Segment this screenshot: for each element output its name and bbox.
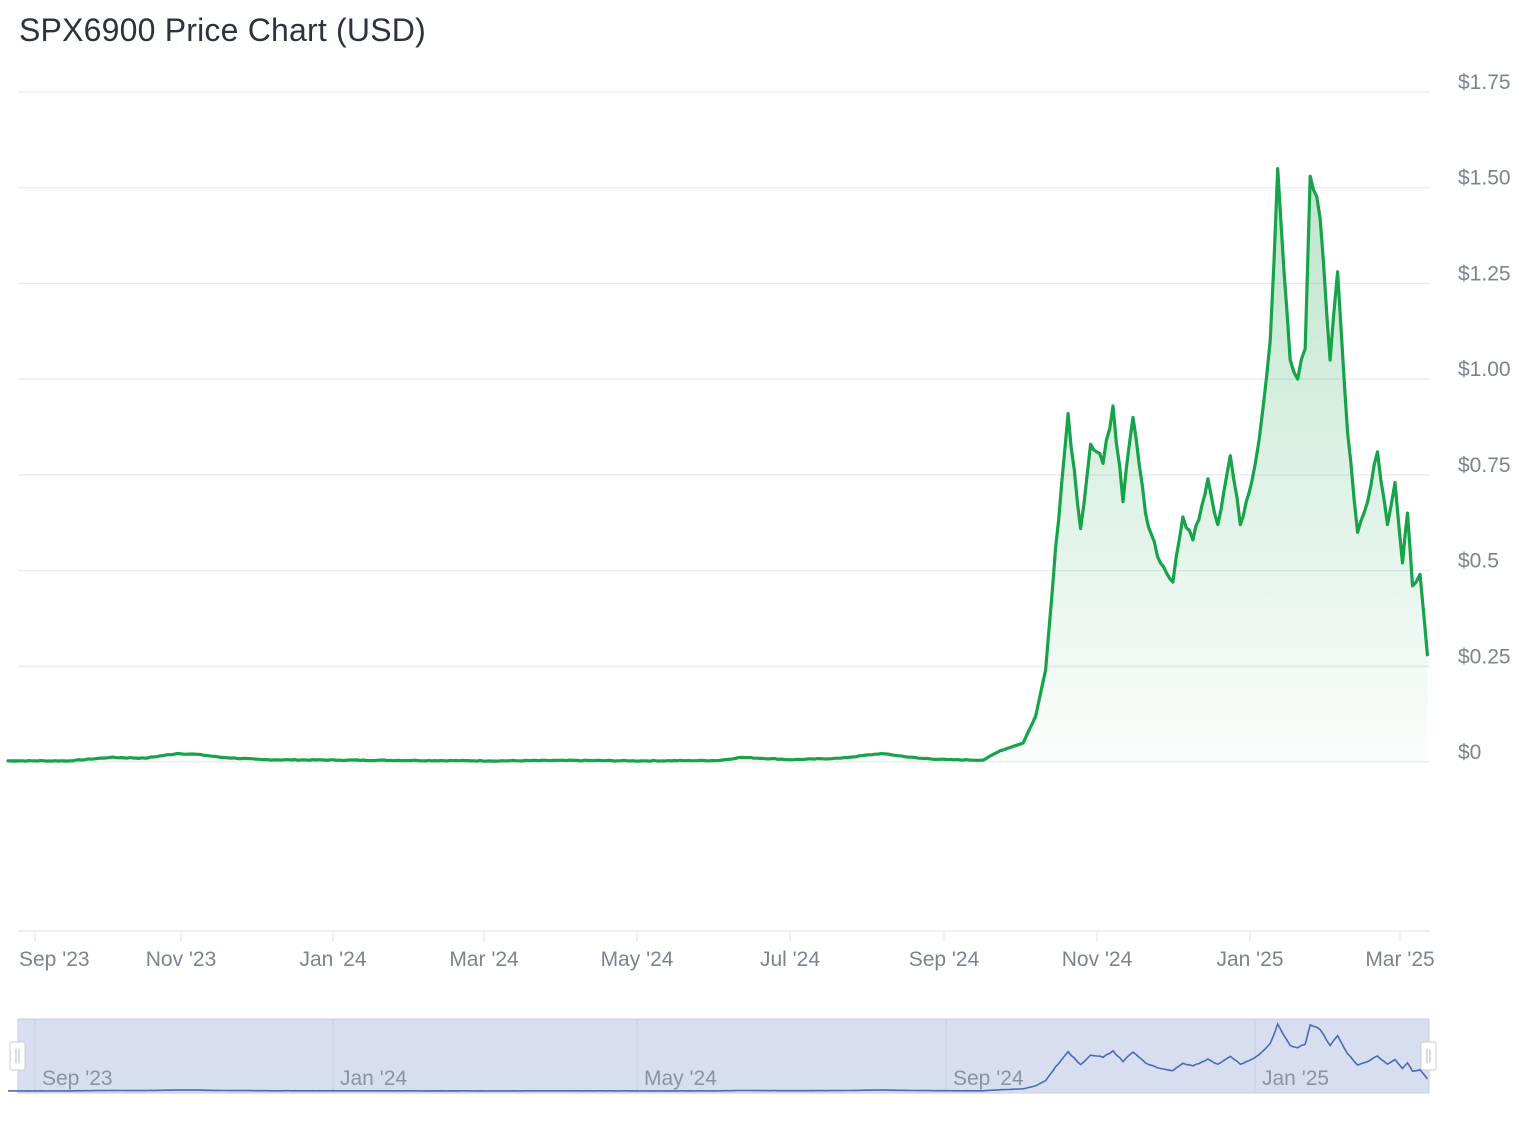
y-axis-label: $0 [1458,741,1481,764]
chart-title: SPX6900 Price Chart (USD) [19,12,426,48]
x-axis-label: May '24 [601,948,674,971]
price-line[interactable] [6,167,1429,763]
x-axis-label: Nov '24 [1062,948,1133,971]
x-axis-label: Jan '25 [1216,948,1283,971]
y-axis-label: $1.00 [1458,358,1511,381]
drag-handle-left[interactable] [9,1041,26,1071]
y-axis-label: $1.25 [1458,262,1511,285]
drag-handle-right[interactable] [1420,1041,1437,1071]
navigator-selection[interactable] [17,1018,1430,1094]
navigator-series-line [8,1022,1429,1092]
y-axis-label: $0.75 [1458,454,1511,477]
y-axis-label: $1.75 [1458,71,1511,94]
y-axis-labels: $1.75 $1.50 $1.25 $1.00 $0.75 $0.5 $0.25 $0 [1458,71,1511,764]
x-axis-label: Jul '24 [760,948,820,971]
x-axis-label: Mar '25 [1365,948,1434,971]
x-axis-label: Jan '24 [299,948,366,971]
x-axis-label: Mar '24 [449,948,519,971]
navigator-label: May '24 [644,1067,717,1090]
navigator-label: Sep '24 [953,1067,1024,1090]
navigator-label: Jan '24 [340,1067,407,1090]
x-axis-label: Sep '24 [909,948,980,971]
navigator-grid [34,1019,1256,1093]
y-axis-label: $0.25 [1458,645,1511,668]
navigator[interactable]: Sep '23 Jan '24 May '24 Sep '24 Jan '25 [8,1018,1437,1094]
navigator-label: Sep '23 [42,1067,113,1090]
x-axis-ticks: Sep '23 Nov '23 Jan '24 Mar '24 May '24 Jul '… [19,931,1435,971]
y-axis-label: $0.5 [1458,550,1499,573]
navigator-label: Jan '25 [1262,1067,1329,1090]
x-axis-label: Sep '23 [19,948,90,971]
y-axis-label: $1.50 [1458,167,1511,190]
x-axis-label: Nov '23 [146,948,217,971]
price-area-fill [8,168,1428,763]
navigator-labels: Sep '23 Jan '24 May '24 Sep '24 Jan '25 [42,1067,1329,1090]
